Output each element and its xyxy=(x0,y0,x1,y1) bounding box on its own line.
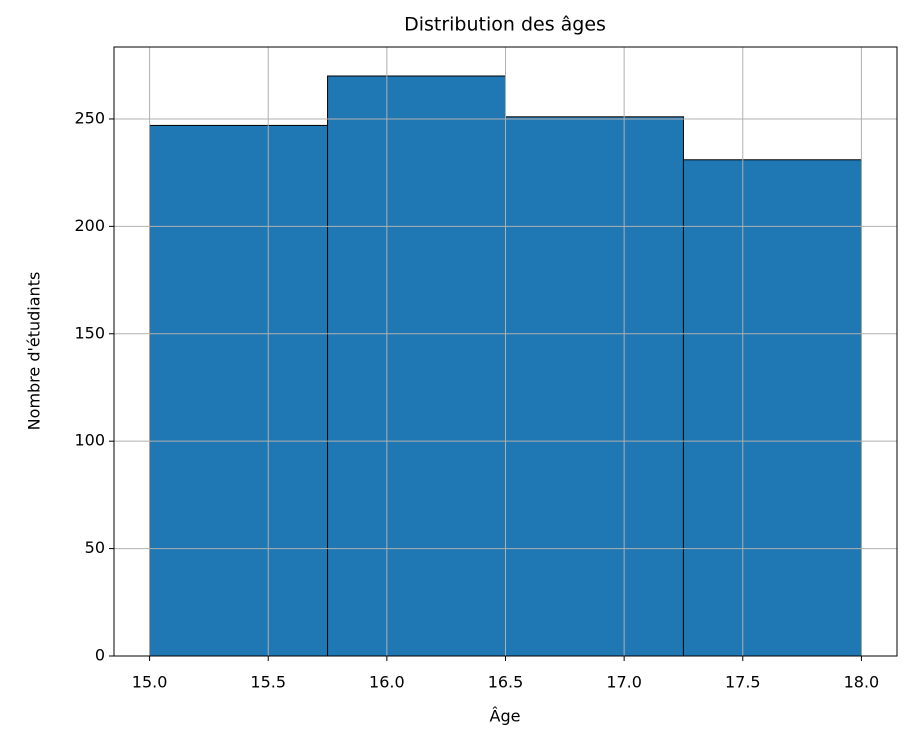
y-tick-label: 250 xyxy=(74,108,105,127)
x-tick-label: 18.0 xyxy=(844,673,880,692)
x-tick-label: 15.5 xyxy=(250,673,286,692)
x-axis-label: Âge xyxy=(490,707,521,726)
y-axis-label: Nombre d'étudiants xyxy=(25,272,44,431)
bar xyxy=(327,75,506,657)
y-tick-label: 150 xyxy=(74,323,105,342)
bar xyxy=(682,159,862,657)
y-tick-label: 200 xyxy=(74,216,105,235)
bar xyxy=(505,116,684,657)
x-tick-label: 17.0 xyxy=(606,673,642,692)
y-tick-label: 50 xyxy=(85,538,105,557)
x-tick-label: 17.5 xyxy=(725,673,761,692)
plot-frame xyxy=(113,46,898,657)
y-tick-label: 100 xyxy=(74,431,105,450)
x-tick-label: 16.0 xyxy=(369,673,405,692)
bar xyxy=(149,124,329,657)
y-tick-label: 0 xyxy=(95,646,105,665)
chart-title: Distribution des âges xyxy=(404,14,606,36)
x-tick-label: 16.5 xyxy=(488,673,524,692)
x-tick-label: 15.0 xyxy=(132,673,168,692)
